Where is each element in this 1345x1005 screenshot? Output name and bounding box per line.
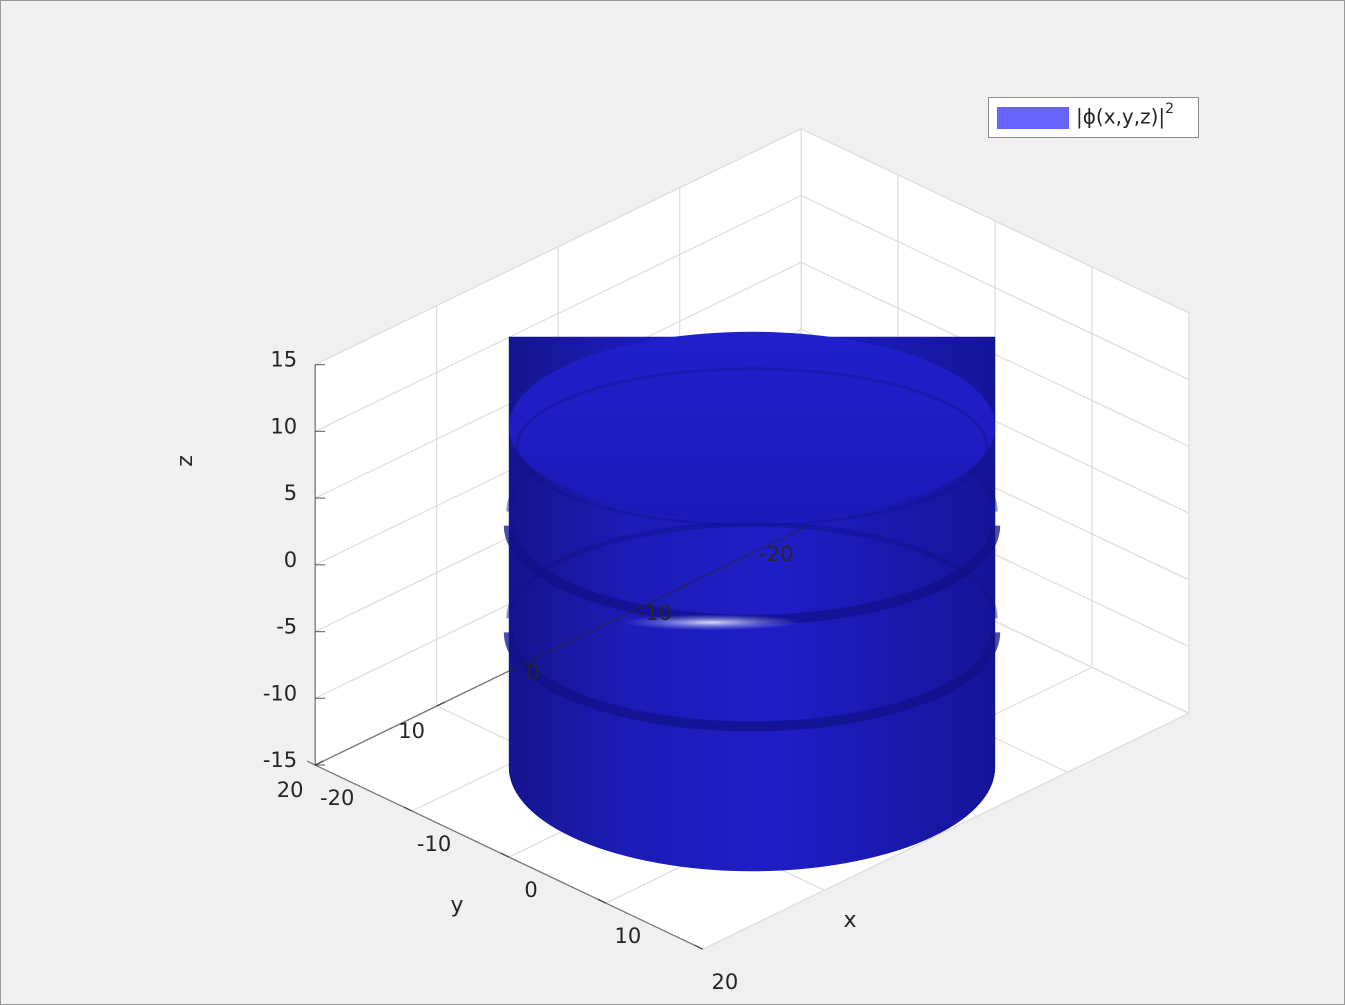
x-tick-label: 10	[615, 924, 642, 948]
legend[interactable]: |ϕ(x,y,z)|2	[988, 97, 1199, 138]
cylinder-top-cap	[508, 331, 996, 522]
tick-labels: -20 -10 0 10 20 -20 -10 0 10 20 -15 -10 -5 0 5 10 15	[263, 348, 793, 995]
y-tick-label: -20	[759, 542, 793, 566]
y-tick	[557, 642, 567, 648]
x-tick	[306, 760, 316, 766]
z-tick-label: -10	[263, 681, 297, 705]
x-tick-label: 0	[524, 878, 537, 902]
x-tick-label: -20	[320, 786, 354, 810]
x-axis-label: x	[843, 908, 856, 933]
y-tick-label: 10	[398, 719, 425, 743]
y-tick	[800, 524, 810, 530]
grid-line	[314, 128, 802, 366]
z-tick-label: -15	[263, 748, 297, 772]
legend-label-main: |ϕ(x,y,z)|	[1076, 104, 1166, 129]
z-tick-label: 0	[284, 548, 297, 572]
y-axis-label: y	[450, 893, 463, 918]
cap-rim	[515, 367, 989, 527]
x-tick	[597, 898, 607, 904]
grid-line	[800, 194, 1190, 381]
z-axis-label: z	[173, 455, 198, 467]
x-tick-label: 20	[711, 970, 738, 994]
legend-swatch	[997, 107, 1069, 129]
isosurface	[503, 331, 1001, 872]
legend-label: |ϕ(x,y,z)|2	[1076, 101, 1175, 129]
x-tick-label: -10	[417, 832, 451, 856]
y-tick	[436, 701, 445, 707]
legend-label-exponent: 2	[1165, 101, 1175, 117]
groove-band	[506, 521, 998, 619]
y-tick	[314, 760, 324, 766]
y-tick	[679, 583, 688, 589]
z-tick-label: 5	[284, 481, 297, 505]
y-tick-label: 20	[277, 778, 304, 802]
grid-line	[314, 194, 802, 432]
y-tick-label: -10	[638, 601, 672, 625]
z-tick-label: 15	[270, 348, 297, 372]
x-tick	[403, 806, 413, 812]
grid-line	[800, 128, 1190, 314]
z-tick-label: 10	[270, 414, 297, 438]
groove-band	[503, 632, 1001, 732]
x-tick	[694, 944, 704, 950]
tick-marks	[306, 363, 810, 950]
x-tick	[500, 852, 510, 858]
z-tick-label: -5	[276, 615, 297, 639]
highlight	[622, 614, 802, 631]
y-tick-label: 0	[526, 660, 539, 684]
